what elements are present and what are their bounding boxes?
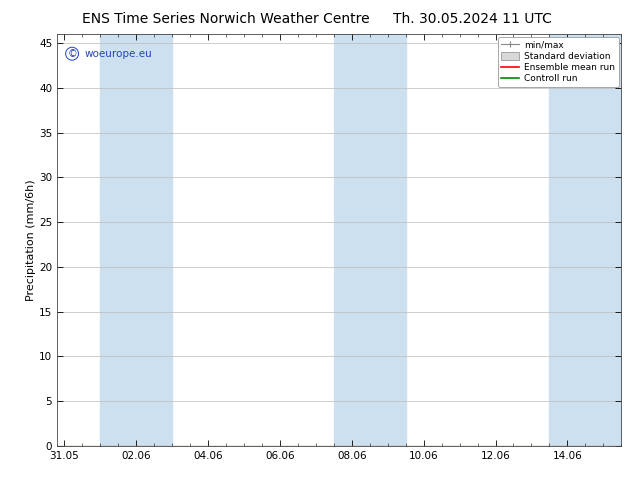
Bar (333, 34, 406, 446)
Legend: min/max, Standard deviation, Ensemble mean run, Controll run: min/max, Standard deviation, Ensemble me… (498, 37, 619, 87)
Text: ENS Time Series Norwich Weather Centre: ENS Time Series Norwich Weather Centre (82, 12, 370, 26)
Text: Th. 30.05.2024 11 UTC: Th. 30.05.2024 11 UTC (392, 12, 552, 26)
Text: woeurope.eu: woeurope.eu (84, 49, 152, 59)
Bar (550, 34, 621, 446)
Y-axis label: Precipitation (mm/6h): Precipitation (mm/6h) (26, 179, 36, 301)
Bar (100, 34, 172, 446)
Text: ©: © (67, 49, 77, 59)
